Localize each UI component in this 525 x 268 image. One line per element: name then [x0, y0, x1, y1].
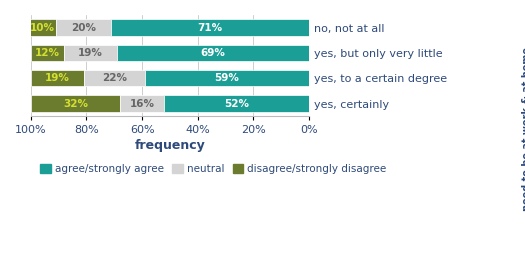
Text: 20%: 20%	[71, 23, 96, 33]
Text: 32%: 32%	[63, 99, 88, 109]
Bar	[120, 95, 164, 112]
Text: need to be at work & at home: need to be at work & at home	[522, 47, 525, 211]
Bar	[31, 45, 64, 61]
Bar	[145, 70, 309, 87]
Bar	[28, 19, 56, 36]
Text: 19%: 19%	[78, 48, 103, 58]
Bar	[164, 95, 309, 112]
Text: 16%: 16%	[130, 99, 154, 109]
Bar	[111, 19, 309, 36]
Bar	[31, 70, 83, 87]
Text: 59%: 59%	[215, 73, 239, 83]
Legend: agree/strongly agree, neutral, disagree/strongly disagree: agree/strongly agree, neutral, disagree/…	[36, 160, 391, 178]
Text: 69%: 69%	[201, 48, 225, 58]
Bar	[31, 95, 120, 112]
Text: 52%: 52%	[224, 99, 249, 109]
Text: 10%: 10%	[29, 23, 55, 33]
X-axis label: frequency: frequency	[134, 139, 205, 152]
Bar	[83, 70, 145, 87]
Bar	[64, 45, 117, 61]
Text: 22%: 22%	[102, 73, 127, 83]
Text: 12%: 12%	[35, 48, 60, 58]
Text: 71%: 71%	[198, 23, 223, 33]
Text: 19%: 19%	[45, 73, 70, 83]
Bar	[117, 45, 309, 61]
Bar	[56, 19, 111, 36]
